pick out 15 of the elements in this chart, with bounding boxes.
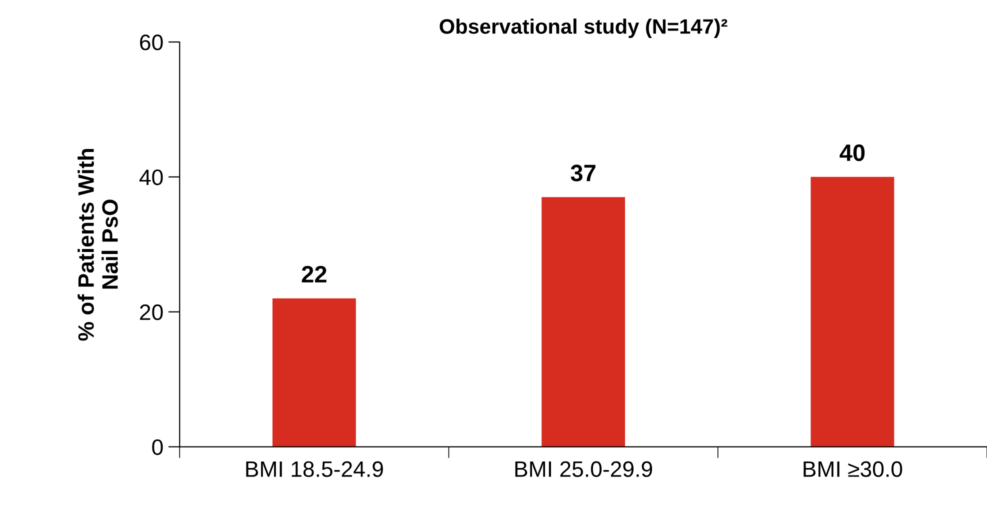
x-tick-label: BMI 18.5-24.9 (246, 461, 383, 478)
x-tick-label: BMI ≥30.0 (804, 461, 902, 478)
bar (272, 298, 356, 447)
y-axis-title: % of Patients With Nail PsO (78, 148, 118, 341)
data-label: 40 (840, 144, 865, 162)
y-tick-label: 40 (139, 169, 163, 186)
data-label: 37 (570, 164, 596, 182)
chart-title: Observational study (N=147)² (440, 18, 728, 38)
bar (810, 176, 894, 447)
x-tick-label: BMI 25.0-29.9 (515, 461, 652, 478)
bar (542, 197, 626, 447)
y-tick-label: 0 (152, 439, 163, 456)
y-tick-label: 60 (140, 34, 163, 50)
data-label: 22 (302, 266, 326, 282)
y-tick-label: 20 (140, 304, 163, 320)
